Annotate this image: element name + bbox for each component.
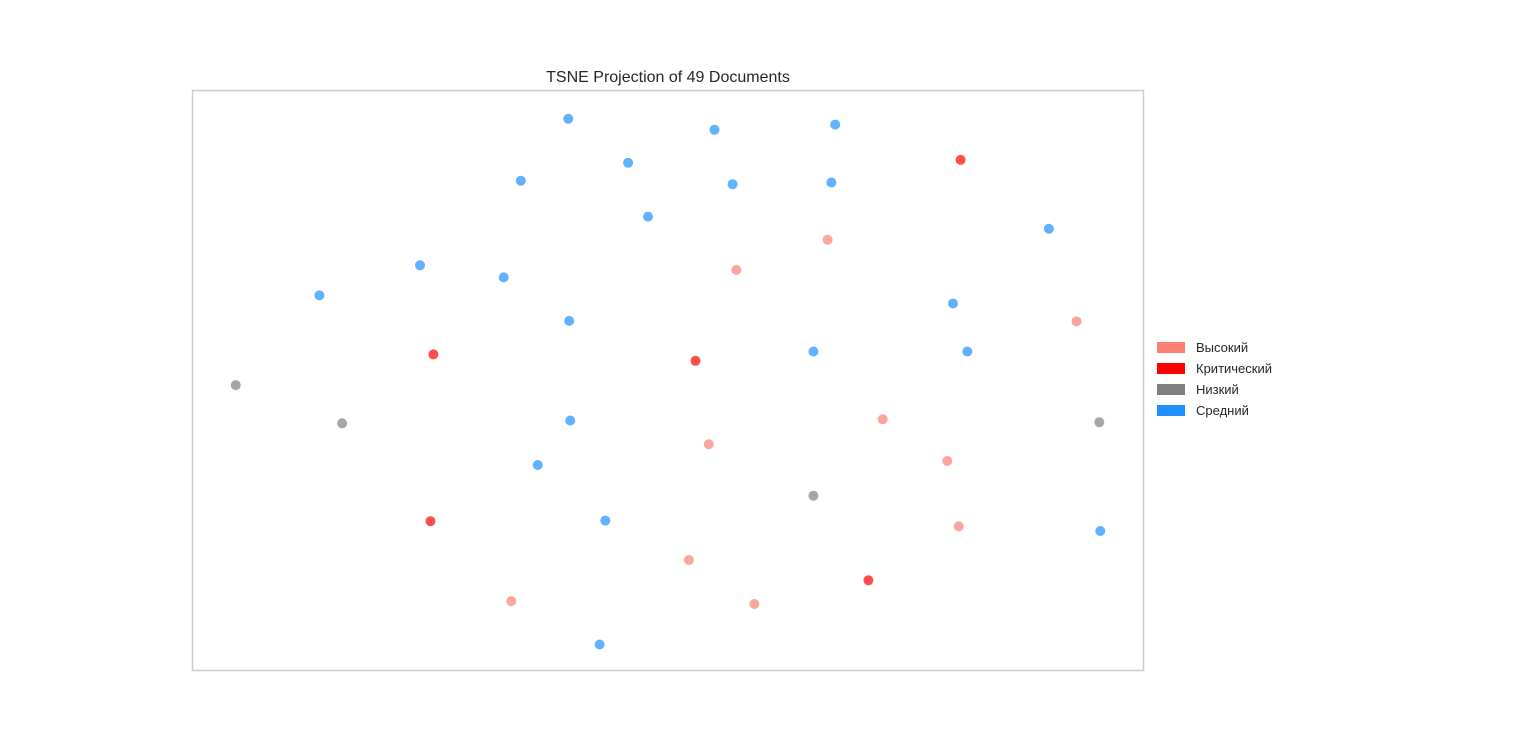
data-point xyxy=(808,490,819,501)
data-point xyxy=(808,346,819,357)
data-point xyxy=(532,460,543,470)
data-point xyxy=(230,380,241,391)
data-point xyxy=(564,315,575,326)
data-point xyxy=(690,355,701,366)
legend-label: Средний xyxy=(1196,403,1249,418)
legend-swatch xyxy=(1157,405,1185,416)
data-point xyxy=(822,234,833,245)
data-point xyxy=(1094,417,1105,428)
data-point xyxy=(506,596,517,607)
data-point xyxy=(563,113,574,124)
legend-label: Критический xyxy=(1196,361,1272,376)
data-point xyxy=(731,264,742,275)
data-point xyxy=(337,418,348,429)
legend-swatch xyxy=(1157,342,1185,353)
plot-area-frame xyxy=(191,89,1145,672)
data-point xyxy=(703,439,714,450)
data-point xyxy=(942,456,953,466)
legend-swatch xyxy=(1157,363,1185,374)
data-point xyxy=(1043,223,1054,234)
data-point xyxy=(948,298,958,309)
legend-swatch xyxy=(1157,384,1185,395)
data-point xyxy=(600,515,611,526)
legend-label: Высокий xyxy=(1196,340,1248,355)
data-point xyxy=(749,599,760,609)
data-point xyxy=(515,175,526,186)
data-point xyxy=(314,290,325,301)
data-point xyxy=(425,516,436,527)
data-point xyxy=(877,414,888,425)
data-point xyxy=(863,575,874,586)
data-point xyxy=(643,211,653,222)
data-point xyxy=(1095,526,1106,536)
data-point xyxy=(415,260,425,271)
scatter-points xyxy=(230,113,1106,650)
data-point xyxy=(955,154,966,165)
chart-title: TSNE Projection of 49 Documents xyxy=(546,69,790,86)
data-point xyxy=(953,521,964,532)
data-point xyxy=(830,119,841,130)
data-point xyxy=(623,157,634,168)
data-point xyxy=(1071,316,1082,327)
data-point xyxy=(498,272,509,283)
data-point xyxy=(428,349,439,360)
data-point xyxy=(683,555,694,565)
data-point xyxy=(826,177,837,188)
legend-label: Низкий xyxy=(1196,382,1239,397)
data-point xyxy=(709,124,720,135)
legend: Высокий Критический Низкий Средний xyxy=(1157,340,1272,418)
data-point xyxy=(594,639,605,650)
data-point xyxy=(727,179,738,190)
data-point xyxy=(565,415,576,426)
data-point xyxy=(962,346,973,357)
